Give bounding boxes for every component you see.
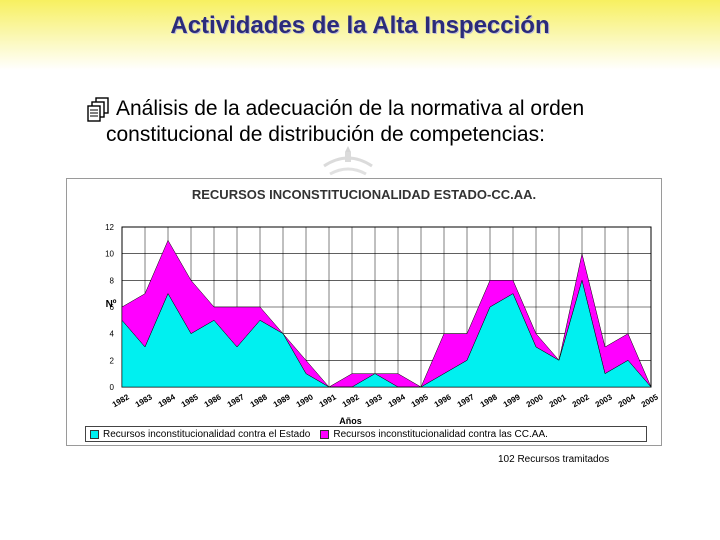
area-chart: 0 2 4 6 8 10 12 1982 1983 1984 1985 1986 1987 1988 198… bbox=[105, 223, 660, 426]
series-area-estado bbox=[121, 279, 652, 388]
footnote: 102 Recursos tramitados bbox=[498, 454, 610, 465]
legend-swatch-ccaa bbox=[320, 429, 330, 439]
x-tick-label: 1992 bbox=[341, 392, 361, 409]
bullet-line-1: Análisis de la adecuación de la normativ… bbox=[116, 97, 585, 120]
x-tick-label: 2002 bbox=[571, 392, 591, 409]
bullet-text: Análisis de la adecuación de la normativ… bbox=[106, 96, 686, 148]
legend-item-estado: Recursos inconstitucionalidad contra el … bbox=[90, 429, 310, 440]
title-band bbox=[0, 0, 720, 70]
x-tick-label: 1990 bbox=[295, 392, 315, 409]
chart-legend: Recursos inconstitucionalidad contra el … bbox=[85, 426, 647, 442]
y-tick-label: 4 bbox=[110, 330, 115, 339]
y-tick-label: 0 bbox=[110, 383, 115, 392]
x-tick-label: 1995 bbox=[410, 392, 430, 409]
chart-panel: RECURSOS INCONSTITUCIONALIDAD ESTADO-CC.… bbox=[66, 178, 662, 446]
x-tick-label: 1991 bbox=[318, 392, 338, 409]
x-tick-label: 1989 bbox=[272, 392, 292, 409]
x-tick-label: 1985 bbox=[180, 392, 200, 409]
legend-swatch-estado bbox=[90, 429, 99, 439]
x-tick-label: 2003 bbox=[594, 392, 614, 409]
x-tick-label: 1999 bbox=[502, 392, 522, 409]
bullet-line-2: constitucional de distribución de compet… bbox=[106, 123, 545, 146]
x-tick-label: 1984 bbox=[157, 392, 177, 409]
x-tick-label: 1983 bbox=[134, 392, 154, 409]
x-tick-label: 1994 bbox=[387, 392, 407, 409]
x-tick-label: 2004 bbox=[617, 392, 637, 409]
y-tick-label: 10 bbox=[105, 250, 114, 259]
x-tick-label: 1987 bbox=[226, 392, 246, 409]
crest-watermark bbox=[323, 146, 373, 176]
slide-title: Actividades de la Alta Inspección bbox=[170, 12, 550, 39]
x-tick-label: 2001 bbox=[548, 392, 568, 409]
x-tick-label: 1997 bbox=[456, 392, 476, 409]
x-tick-label: 2000 bbox=[525, 392, 545, 409]
x-tick-label: 1988 bbox=[249, 392, 269, 409]
x-tick-label: 1998 bbox=[479, 392, 499, 409]
x-tick-label: 1982 bbox=[111, 392, 131, 409]
y-axis-label: Nº bbox=[106, 299, 117, 310]
legend-label-ccaa: Recursos inconstitucionalidad contra las… bbox=[333, 428, 548, 440]
x-axis-label: Años bbox=[339, 416, 362, 426]
x-tick-label: 1996 bbox=[433, 392, 453, 409]
x-tick-label: 2005 bbox=[640, 392, 660, 409]
y-tick-label: 2 bbox=[110, 356, 115, 365]
chart-title: RECURSOS INCONSTITUCIONALIDAD ESTADO-CC.… bbox=[191, 187, 537, 202]
y-tick-label: 6 bbox=[110, 303, 115, 312]
y-tick-label: 12 bbox=[105, 223, 114, 232]
legend-item-ccaa: Recursos inconstitucionalidad contra las… bbox=[320, 429, 548, 440]
legend-label-estado: Recursos inconstitucionalidad contra el … bbox=[103, 428, 311, 440]
bullet-point: Análisis de la adecuación de la normativ… bbox=[86, 96, 686, 148]
x-tick-label: 1993 bbox=[364, 392, 384, 409]
x-tick-label: 1986 bbox=[203, 392, 223, 409]
y-tick-label: 8 bbox=[110, 276, 115, 285]
document-stack-icon bbox=[87, 97, 109, 122]
